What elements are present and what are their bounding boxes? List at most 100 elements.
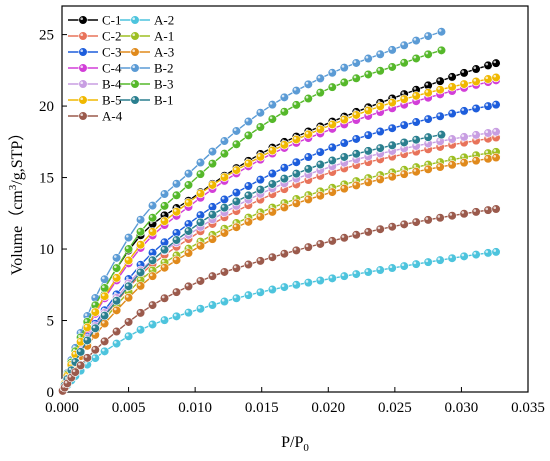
data-point: [111, 326, 122, 337]
data-point-highlight: [461, 108, 465, 111]
data-point: [491, 127, 501, 137]
data-point-highlight: [413, 219, 417, 223]
data-point-highlight: [329, 157, 333, 161]
data-point-highlight: [329, 70, 333, 73]
data-point: [491, 100, 501, 110]
data-point: [447, 160, 457, 170]
data-point: [387, 97, 397, 108]
data-point-highlight: [185, 228, 189, 232]
data-point: [423, 114, 433, 124]
data-point-highlight: [305, 131, 309, 135]
data-point-highlight: [197, 219, 201, 223]
data-point: [219, 149, 230, 159]
series-line: [62, 156, 497, 391]
data-point: [387, 62, 397, 72]
x-tick-label: 0.015: [245, 400, 279, 416]
data-point-highlight: [389, 47, 393, 50]
data-point-highlight: [425, 90, 429, 93]
data-point-highlight: [485, 76, 489, 80]
data-point: [315, 191, 325, 201]
legend-item-a-2: A-2: [120, 13, 174, 28]
data-point-highlight: [221, 269, 225, 272]
data-point-highlight: [113, 340, 117, 344]
data-point-highlight: [269, 209, 273, 212]
y-tick-label: 25: [39, 28, 54, 44]
data-point-highlight: [377, 51, 381, 55]
data-point-highlight: [493, 249, 497, 252]
data-point-highlight: [473, 66, 477, 70]
data-point-highlight: [92, 332, 96, 335]
data-point: [447, 211, 457, 221]
data-point-highlight: [485, 250, 489, 253]
data-point-highlight: [473, 209, 477, 212]
data-point-highlight: [245, 183, 249, 187]
data-point-highlight: [449, 157, 453, 160]
data-point-highlight: [173, 181, 177, 184]
data-point-highlight: [401, 139, 405, 143]
data-point: [159, 201, 170, 211]
data-point-highlight: [365, 107, 369, 111]
data-point-highlight: [84, 324, 88, 328]
data-point: [291, 198, 301, 208]
data-point-highlight: [281, 94, 285, 98]
data-point: [171, 311, 182, 321]
legend-marker-highlight: [80, 81, 83, 84]
data-point: [195, 304, 206, 314]
data-point-highlight: [137, 229, 141, 232]
data-point: [195, 188, 206, 199]
data-point: [483, 60, 493, 71]
data-point-highlight: [401, 263, 405, 267]
data-point-highlight: [365, 179, 369, 183]
series-a-2: [58, 247, 501, 396]
data-point-highlight: [493, 74, 497, 78]
data-point-highlight: [257, 187, 261, 190]
data-point-highlight: [377, 103, 381, 107]
data-point-highlight: [305, 196, 309, 200]
data-point-highlight: [221, 151, 225, 154]
data-point-highlight: [233, 141, 237, 145]
data-point: [459, 79, 469, 89]
data-point-highlight: [413, 119, 417, 123]
legend-marker-highlight: [80, 33, 83, 36]
data-point-highlight: [102, 348, 105, 352]
data-point-highlight: [149, 229, 153, 232]
legend-marker: [130, 15, 140, 25]
data-point-highlight: [365, 269, 369, 273]
data-point-highlight: [269, 204, 273, 208]
data-point: [147, 271, 158, 281]
data-point: [279, 92, 289, 102]
y-tick-label: 5: [47, 314, 55, 330]
data-point-highlight: [233, 167, 237, 171]
data-point: [183, 226, 194, 236]
data-point: [339, 63, 349, 73]
data-point-highlight: [161, 191, 165, 194]
data-point: [375, 224, 385, 234]
data-point-highlight: [125, 283, 129, 287]
data-point: [399, 58, 409, 68]
data-point-highlight: [317, 188, 321, 192]
data-point-highlight: [485, 103, 489, 107]
data-point-highlight: [102, 320, 105, 324]
data-point-highlight: [293, 196, 297, 200]
data-point-highlight: [72, 351, 76, 355]
data-point-highlight: [353, 178, 357, 182]
series-c-1: [58, 58, 501, 395]
data-point-highlight: [438, 47, 442, 51]
data-point-highlight: [84, 319, 88, 322]
data-point: [471, 207, 481, 217]
data-point-highlight: [78, 330, 81, 333]
data-point: [159, 263, 170, 273]
data-point: [219, 228, 230, 238]
data-point-highlight: [185, 170, 189, 174]
data-point: [111, 305, 122, 315]
data-point-highlight: [233, 265, 237, 269]
data-point-highlight: [221, 138, 225, 142]
data-point: [491, 204, 501, 214]
data-point-highlight: [102, 285, 105, 289]
y-tick-label: 10: [39, 242, 54, 258]
data-point-highlight: [413, 93, 417, 96]
data-point-highlight: [149, 302, 153, 306]
data-point-highlight: [341, 235, 345, 238]
data-point-highlight: [137, 217, 141, 220]
